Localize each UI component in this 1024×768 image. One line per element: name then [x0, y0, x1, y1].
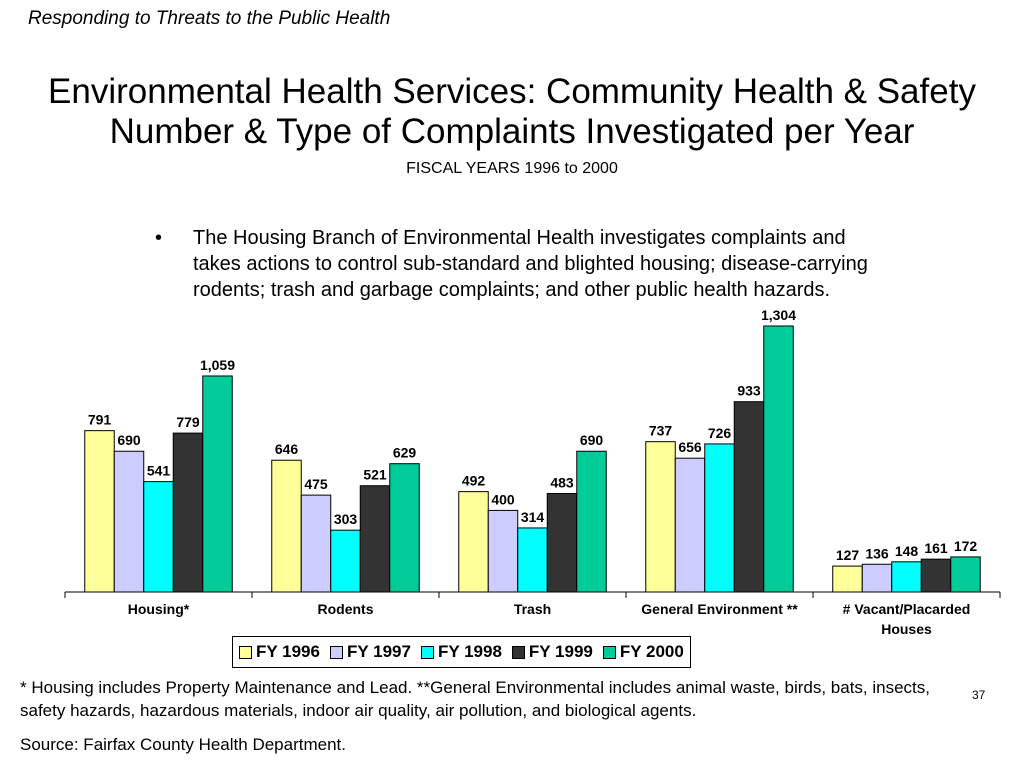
legend-swatch — [602, 645, 616, 659]
legend-item: FY 2000 — [602, 640, 684, 664]
data-label: 148 — [895, 543, 919, 559]
slide-title: Environmental Health Services: Community… — [0, 72, 1024, 152]
category-label: Houses — [881, 621, 932, 637]
bar — [704, 443, 735, 593]
slide-subtitle: FISCAL YEARS 1996 to 2000 — [406, 160, 618, 177]
bar — [143, 481, 174, 593]
data-label: 541 — [147, 463, 171, 479]
bar — [202, 375, 233, 593]
bar — [733, 401, 765, 593]
data-label: 1,304 — [761, 307, 796, 323]
bar — [458, 491, 489, 593]
data-label: 726 — [708, 425, 732, 441]
data-label: 127 — [836, 547, 860, 563]
bar — [674, 457, 706, 593]
legend-item: FY 1997 — [329, 640, 411, 664]
bar — [950, 556, 981, 593]
bar — [517, 527, 548, 593]
bar — [891, 561, 922, 593]
data-label: 690 — [117, 432, 141, 448]
data-label: 646 — [275, 441, 299, 457]
data-label: 737 — [649, 423, 673, 439]
legend-label: FY 1996 — [256, 642, 320, 661]
bar — [330, 529, 361, 593]
data-label: 314 — [521, 509, 545, 525]
legend-swatch — [420, 645, 434, 659]
bar — [271, 459, 302, 593]
legend-label: FY 1998 — [437, 642, 502, 661]
bar — [113, 450, 145, 593]
bar — [861, 563, 893, 593]
data-label: 656 — [678, 439, 702, 455]
bullet-point: • The Housing Branch of Environmental He… — [155, 225, 895, 303]
data-label: 475 — [304, 476, 328, 492]
bar — [920, 558, 952, 593]
bar — [389, 463, 420, 593]
legend-label: FY 2000 — [619, 642, 684, 661]
title-line-1: Environmental Health Services: Community… — [48, 72, 976, 111]
bar — [763, 325, 794, 593]
data-label: 303 — [334, 511, 358, 527]
category-label: Trash — [514, 601, 551, 617]
data-label: 933 — [737, 383, 761, 399]
data-label: 483 — [550, 474, 574, 490]
data-label: 629 — [393, 445, 417, 461]
legend-item: FY 1999 — [511, 640, 593, 664]
bar — [576, 450, 607, 593]
legend-swatch — [511, 645, 525, 659]
bar — [300, 494, 332, 593]
data-label: 136 — [865, 545, 889, 561]
page-number: 37 — [972, 688, 986, 702]
data-label: 779 — [176, 414, 200, 430]
bar — [487, 509, 519, 593]
section-header: Responding to Threats to the Public Heal… — [28, 8, 391, 29]
category-label: General Environment ** — [641, 601, 798, 617]
data-label: 521 — [363, 467, 387, 483]
legend-label: FY 1997 — [346, 642, 411, 661]
bar — [172, 432, 204, 593]
category-label: Rodents — [318, 601, 374, 617]
source-note: Source: Fairfax County Health Department… — [20, 735, 346, 754]
bullet-text: The Housing Branch of Environmental Heal… — [193, 227, 868, 301]
data-label: 492 — [462, 473, 486, 489]
category-label: # Vacant/Placarded — [843, 601, 971, 617]
bar-chart: 791 690 541 779 1,059 Housing* 646 475 303 521 629… — [64, 307, 1001, 637]
bar — [645, 441, 676, 593]
footnote: * Housing includes Property Maintenance … — [20, 678, 930, 720]
bar — [84, 430, 115, 593]
data-label: 791 — [88, 412, 112, 428]
bullet-icon: • — [155, 227, 163, 249]
legend-swatch — [329, 645, 343, 659]
title-line-2: Number & Type of Complaints Investigated… — [109, 112, 915, 151]
data-label: 161 — [924, 540, 948, 556]
data-label: 1,059 — [200, 357, 235, 373]
bar — [832, 565, 863, 593]
legend-item: FY 1998 — [420, 640, 502, 664]
legend-item: FY 1996 — [239, 640, 320, 664]
bar — [359, 485, 391, 593]
legend-label: FY 1999 — [528, 642, 593, 661]
category-label: Housing* — [128, 601, 190, 617]
bar — [546, 492, 578, 593]
chart-legend: FY 1996 FY 1997 FY 1998 FY 1999 FY 2000 — [232, 636, 691, 668]
data-label: 172 — [954, 538, 978, 554]
legend-swatch — [239, 645, 252, 659]
data-label: 690 — [580, 432, 604, 448]
data-label: 400 — [491, 491, 515, 507]
